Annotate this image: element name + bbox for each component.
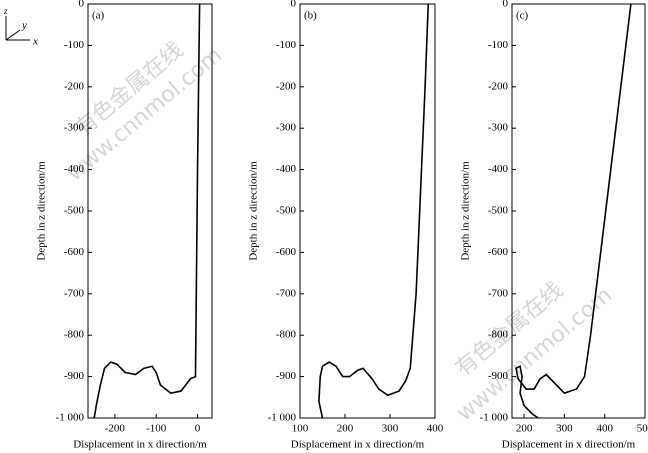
y-tick-label: -200 <box>64 80 85 92</box>
y-tick-label: -800 <box>488 329 509 341</box>
x-tick-label: 400 <box>427 423 444 435</box>
panel-label: (b) <box>304 10 317 22</box>
y-tick-label: -1 000 <box>268 412 297 424</box>
x-tick-label: 200 <box>337 423 354 435</box>
y-tick-label: -300 <box>488 122 509 134</box>
y-tick-label: 0 <box>291 0 297 10</box>
x-axis-label: Displacement in x direction/m <box>73 439 207 451</box>
y-tick-label: -400 <box>488 163 509 175</box>
x-tick-label: -200 <box>105 423 126 435</box>
y-tick-label: -200 <box>488 80 509 92</box>
y-tick-label: -400 <box>64 163 85 175</box>
y-tick-label: -100 <box>488 39 509 51</box>
y-tick-label: -100 <box>276 39 297 51</box>
plot-frame <box>299 3 436 419</box>
y-tick-label: -600 <box>64 246 85 258</box>
y-tick-label: -200 <box>276 80 297 92</box>
panel-label: (c) <box>516 10 529 22</box>
x-axis-label: Displacement in x direction/m <box>502 439 636 451</box>
y-tick-label: -500 <box>276 205 297 217</box>
y-tick-label: -400 <box>276 163 297 175</box>
y-tick-label: -900 <box>488 370 509 382</box>
y-tick-label: -500 <box>488 205 509 217</box>
x-tick-label: -100 <box>146 423 167 435</box>
data-line <box>515 3 632 419</box>
x-tick-label: 500 <box>637 423 648 435</box>
y-tick-label: -300 <box>64 122 85 134</box>
y-tick-label: -700 <box>64 287 85 299</box>
icon-label: x <box>32 36 38 48</box>
data-line <box>318 3 430 419</box>
y-tick-label: -300 <box>276 122 297 134</box>
icon-label: z <box>3 6 8 16</box>
x-tick-label: 400 <box>596 423 613 435</box>
x-tick-label: 300 <box>382 423 399 435</box>
y-tick-label: -700 <box>276 287 297 299</box>
y-axis-label: Depth in z direction/m <box>248 161 260 261</box>
y-tick-label: -900 <box>276 370 297 382</box>
y-tick-label: 0 <box>503 0 509 10</box>
y-tick-label: -800 <box>276 329 297 341</box>
y-tick-label: -900 <box>64 370 85 382</box>
y-tick-label: -600 <box>488 246 509 258</box>
panel-label: (a) <box>92 10 105 22</box>
x-tick-label: 100 <box>292 423 309 435</box>
x-tick-label: 300 <box>556 423 573 435</box>
y-axis-label: Depth in z direction/m <box>36 161 48 261</box>
y-tick-label: -1 000 <box>480 412 509 424</box>
y-tick-label: -500 <box>64 205 85 217</box>
y-tick-label: -100 <box>64 39 85 51</box>
icon-label: y <box>21 20 27 32</box>
y-axis-label: Depth in z direction/m <box>460 161 472 261</box>
x-tick-label: 0 <box>195 423 201 435</box>
y-tick-label: -600 <box>276 246 297 258</box>
icon-axis <box>5 29 21 41</box>
x-axis-label: Displacement in x direction/m <box>291 439 425 451</box>
y-tick-label: 0 <box>79 0 85 10</box>
y-tick-label: -1 000 <box>56 412 85 424</box>
x-tick-label: 200 <box>516 423 533 435</box>
y-tick-label: -800 <box>64 329 85 341</box>
y-tick-label: -700 <box>488 287 509 299</box>
data-line <box>93 3 201 419</box>
axis-icon <box>5 16 30 41</box>
